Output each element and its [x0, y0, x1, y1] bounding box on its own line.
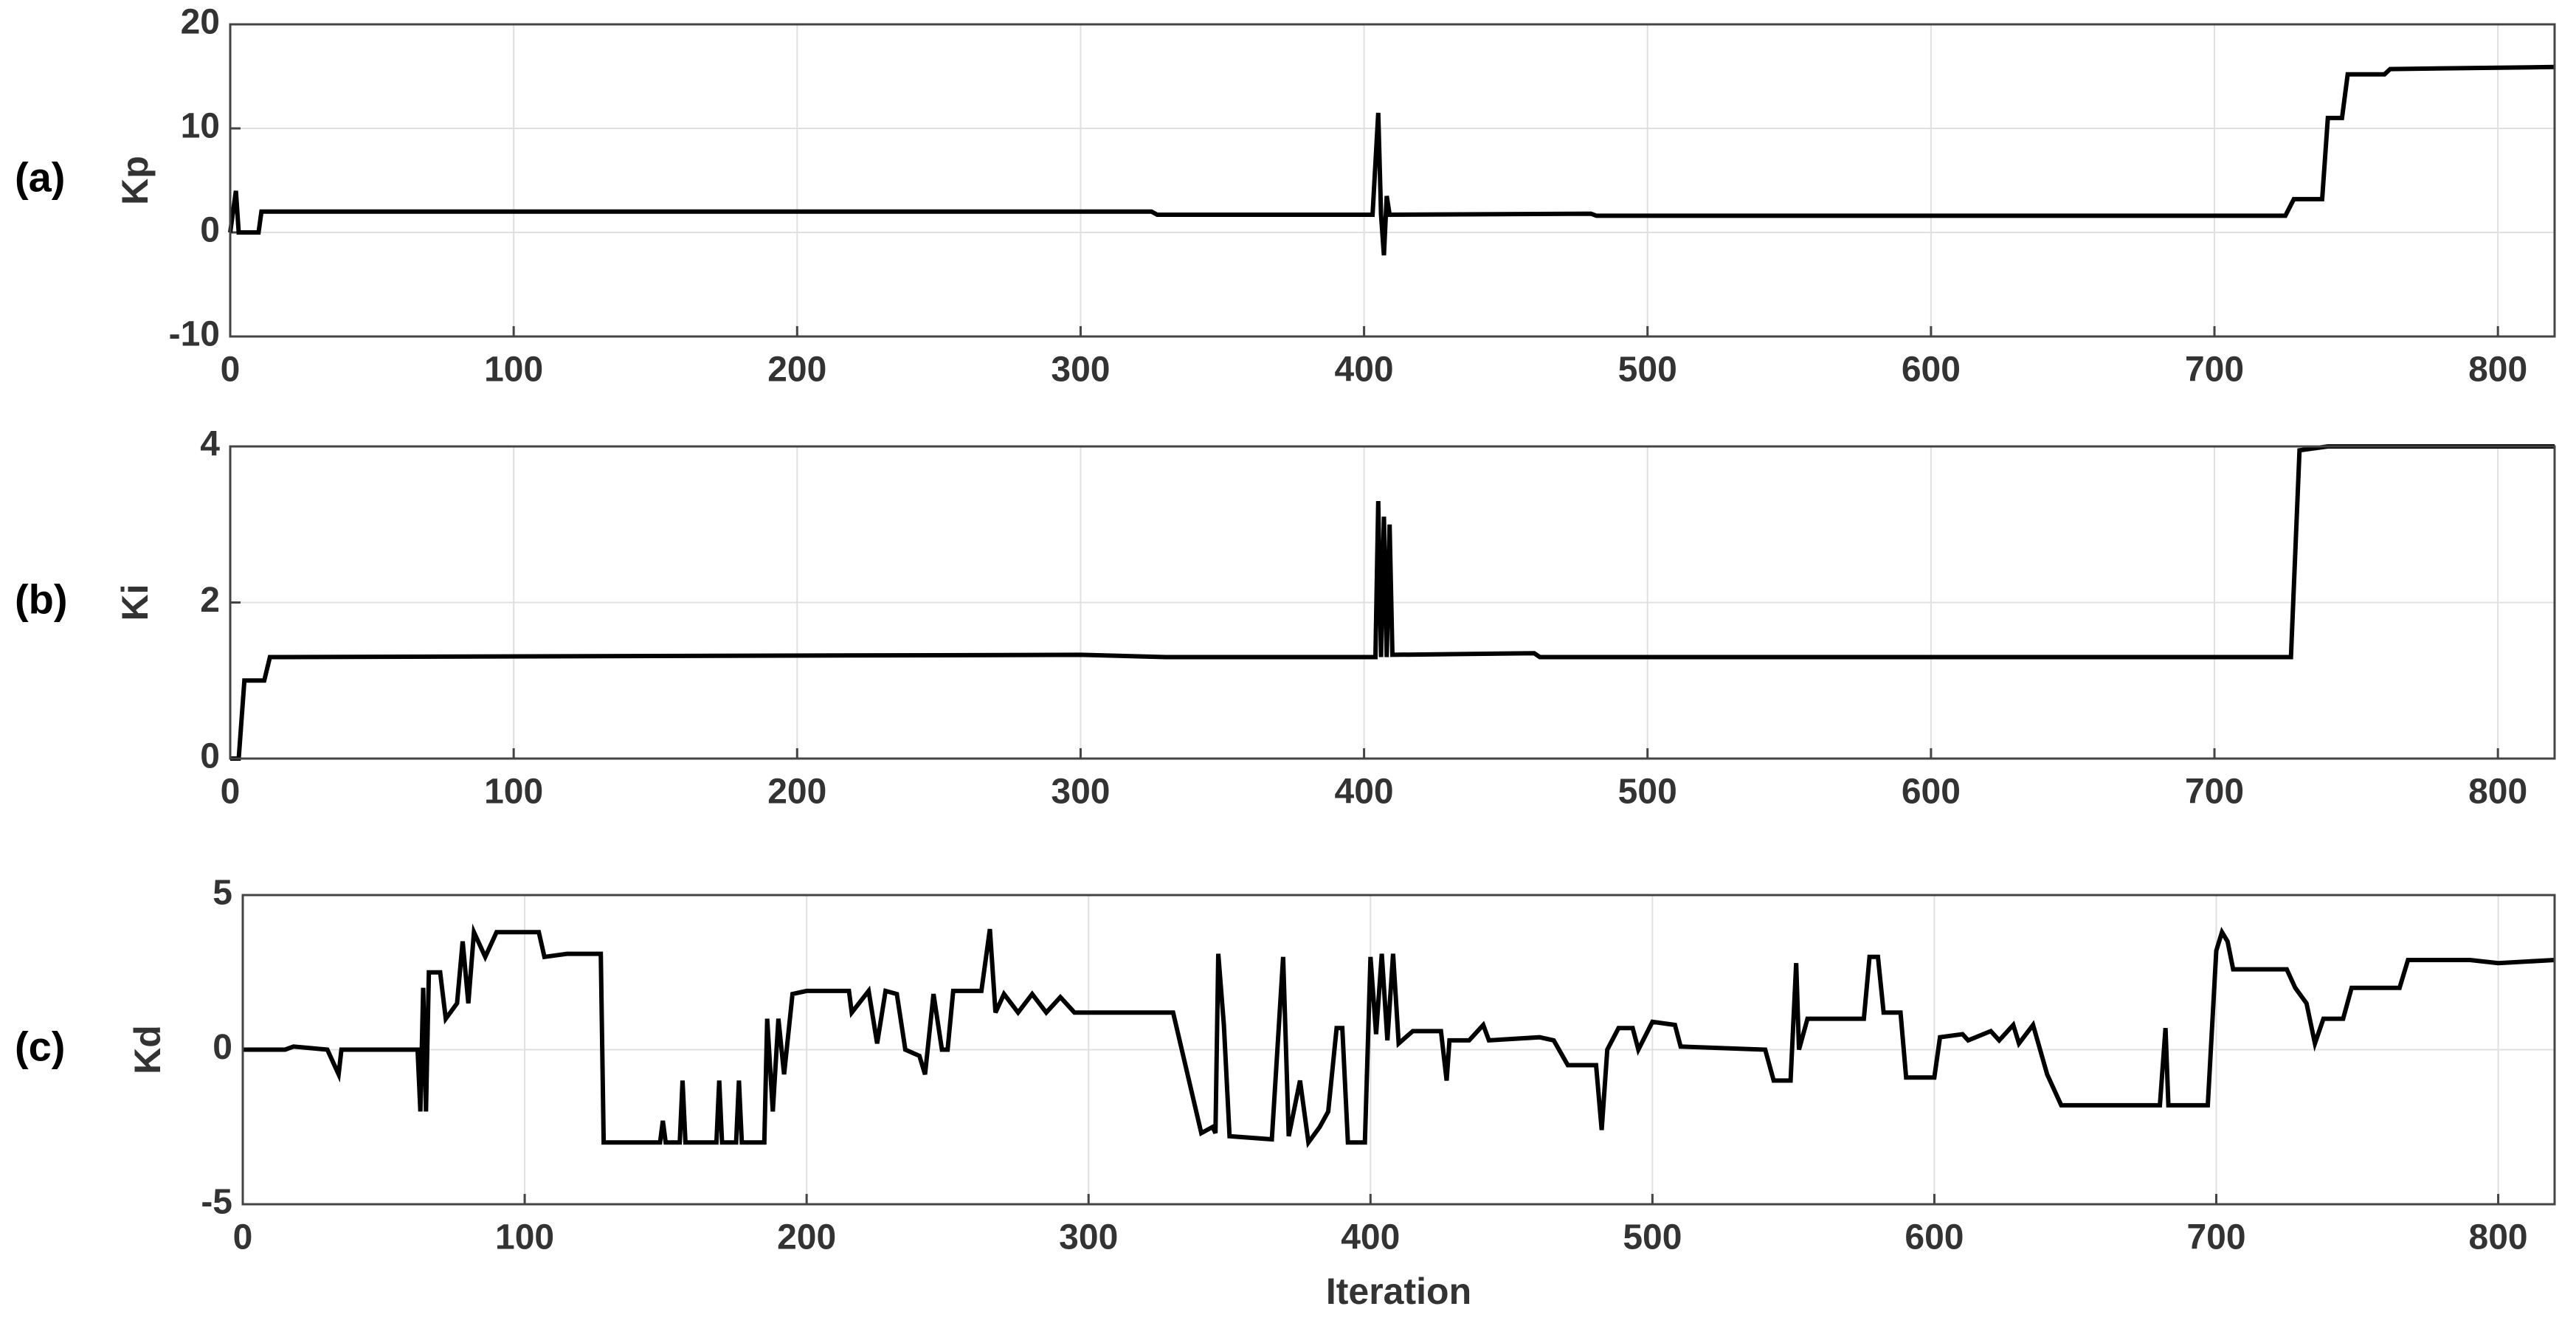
x-tick-label: 0 — [221, 773, 241, 812]
y-tick-label: 4 — [200, 425, 220, 464]
x-tick-label: 500 — [1618, 351, 1677, 390]
y-tick-label: 10 — [181, 107, 220, 146]
x-axis-label: Iteration — [1326, 1271, 1471, 1312]
x-tick-label: 700 — [2185, 773, 2244, 812]
y-axis-label: Kd — [127, 1025, 168, 1074]
x-tick-label: 400 — [1341, 1218, 1400, 1257]
x-tick-label: 600 — [1902, 351, 1961, 390]
y-tick-label: 0 — [200, 737, 220, 776]
x-tick-label: 800 — [2469, 1218, 2528, 1257]
x-tick-label: 500 — [1618, 773, 1677, 812]
x-tick-label: 100 — [484, 773, 543, 812]
axes-frame — [241, 894, 2556, 1206]
x-tick-label: 500 — [1623, 1218, 1682, 1257]
x-tick-label: 800 — [2468, 351, 2527, 390]
x-tick-label: 400 — [1335, 773, 1394, 812]
x-tick-label: 600 — [1905, 1218, 1964, 1257]
y-axis-label: Kp — [114, 156, 156, 205]
panel-label: (b) — [15, 576, 68, 622]
x-tick-label: 700 — [2186, 1218, 2245, 1257]
y-tick-label: 2 — [200, 581, 220, 620]
data-line — [243, 923, 2555, 1148]
panel-label: (c) — [15, 1023, 65, 1069]
x-tick-label: 200 — [777, 1218, 836, 1257]
y-tick-label: 5 — [213, 874, 232, 913]
y-tick-label: 0 — [200, 211, 220, 250]
x-tick-label: 300 — [1051, 773, 1110, 812]
x-tick-label: 300 — [1059, 1218, 1118, 1257]
axes-frame — [229, 445, 2556, 760]
panel-label: (a) — [15, 153, 65, 200]
y-tick-label: 0 — [213, 1028, 232, 1067]
y-tick-label: -10 — [169, 315, 220, 354]
data-line — [230, 444, 2555, 761]
x-tick-label: 100 — [484, 351, 543, 390]
x-tick-label: 100 — [495, 1218, 554, 1257]
y-tick-label: -5 — [201, 1183, 232, 1222]
x-tick-label: 700 — [2185, 351, 2244, 390]
x-tick-label: 400 — [1335, 351, 1394, 390]
x-tick-label: 200 — [767, 773, 826, 812]
x-tick-label: 0 — [233, 1218, 253, 1257]
y-tick-label: 20 — [181, 3, 220, 42]
x-tick-label: 200 — [767, 351, 826, 390]
x-tick-label: 300 — [1051, 351, 1110, 390]
axes-frame — [229, 23, 2556, 338]
x-tick-label: 600 — [1902, 773, 1961, 812]
data-line — [228, 64, 2555, 256]
y-axis-label: Ki — [114, 584, 156, 621]
x-tick-label: 800 — [2468, 773, 2527, 812]
x-tick-label: 0 — [221, 351, 241, 390]
